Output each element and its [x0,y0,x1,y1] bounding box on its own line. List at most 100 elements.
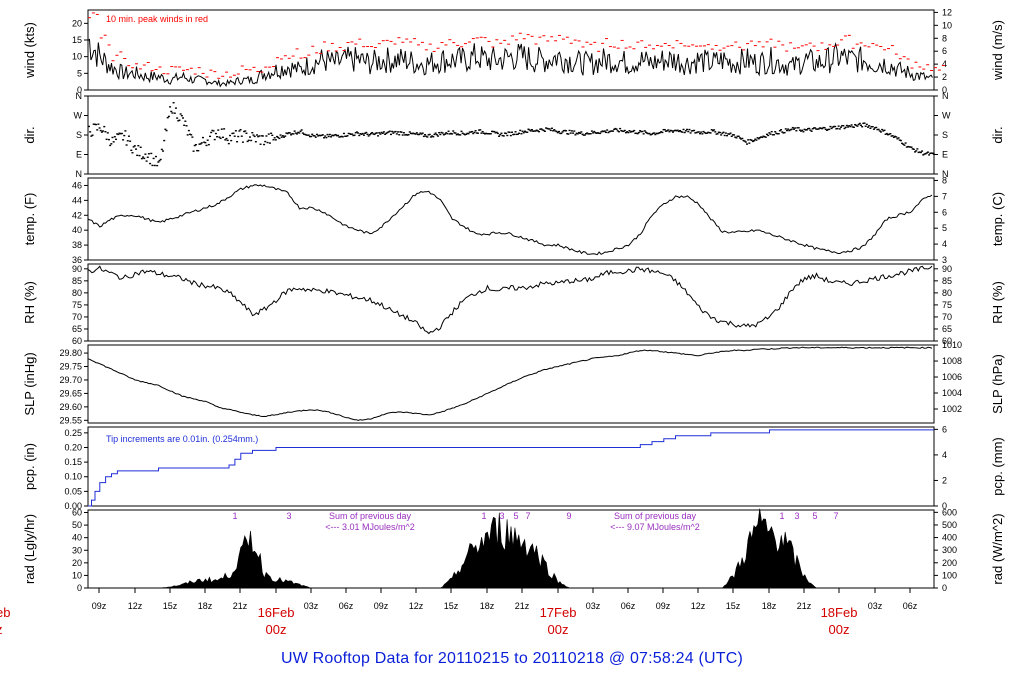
direction-point [442,134,445,136]
direction-point [325,136,328,139]
direction-point [817,128,820,130]
direction-point [748,142,751,144]
direction-point [311,133,314,136]
direction-point [166,116,169,119]
direction-point [583,134,586,136]
direction-point [723,134,726,137]
y2-tick-label-wind: 10 [942,20,952,30]
direction-point [375,132,378,134]
direction-point [929,152,932,154]
direction-point [536,130,539,132]
direction-point [413,132,416,135]
y2-tick-label-slp: 1010 [942,340,962,350]
direction-point [138,154,141,157]
direction-point [669,129,672,132]
direction-point [139,146,142,148]
direction-point [271,134,274,137]
direction-point [644,131,647,134]
direction-point [321,134,324,136]
direction-point [842,125,845,127]
direction-point [925,152,928,154]
direction-point [888,133,891,135]
direction-point [422,135,425,138]
y2-tick-label-slp: 1006 [942,372,962,382]
y-axis-title-wind: wind (kts) [22,22,37,79]
direction-point [634,132,637,135]
direction-point [319,134,322,137]
direction-point [169,106,172,108]
direction-point [431,135,434,137]
direction-point [744,141,747,143]
direction-point [446,132,449,135]
direction-point [636,132,639,135]
direction-point [323,137,325,139]
y2-tick-label-rh: 80 [942,288,952,298]
direction-point [338,136,341,138]
direction-point [694,132,697,134]
direction-point [236,141,239,143]
direction-point [127,135,130,137]
direction-point [661,131,664,134]
direction-point [549,129,552,132]
direction-point [667,129,670,131]
direction-point [523,130,526,132]
direction-point [794,127,797,129]
direction-point [597,132,600,134]
direction-point [629,131,632,133]
direction-point [308,135,311,138]
direction-point [595,132,598,135]
direction-point [763,136,766,138]
date-time-label: 00z [829,622,850,637]
direction-point [798,129,801,131]
direction-point [340,135,343,138]
direction-point [355,131,358,133]
direction-point [753,140,756,142]
direction-point [459,134,462,136]
direction-point [154,155,157,158]
direction-point [892,136,895,139]
direction-point [350,133,353,135]
direction-point [177,120,180,122]
direction-point [646,132,649,134]
direction-point [258,135,261,137]
direction-point [132,146,135,148]
direction-point [914,151,917,153]
direction-point [859,124,862,126]
direction-point [579,132,582,134]
direction-point [451,133,454,135]
direction-point [394,130,397,133]
direction-point [251,132,254,134]
direction-point [788,129,791,132]
rad-hour-mark: 3 [499,511,504,521]
direction-point [214,132,217,135]
direction-point [701,133,704,135]
direction-point [378,132,381,134]
direction-point [514,131,517,133]
direction-point [370,132,372,135]
direction-point [664,130,667,132]
direction-point [909,146,912,148]
direction-point [439,133,442,136]
direction-point [684,130,687,132]
direction-point [283,136,286,138]
direction-point [335,134,338,137]
direction-point [473,131,476,134]
y-axis-title-slp: SLP (inHg) [22,352,37,415]
direction-point [923,153,926,155]
direction-point [865,123,868,126]
x-tick-label: 18z [198,601,213,611]
direction-point [146,156,149,158]
direction-point [348,133,351,135]
direction-point [795,130,798,132]
direction-point [352,134,355,137]
y2-tick-label-dir: W [942,111,951,121]
direction-point [588,133,591,135]
direction-point [676,129,679,131]
x-tick-label: 06z [621,601,636,611]
direction-point [500,132,503,134]
direction-point [297,131,300,134]
direction-point [505,132,508,135]
direction-point [738,137,741,139]
y-tick-label-slp: 29.75 [59,362,82,372]
y2-tick-label-slp: 1008 [942,356,962,366]
